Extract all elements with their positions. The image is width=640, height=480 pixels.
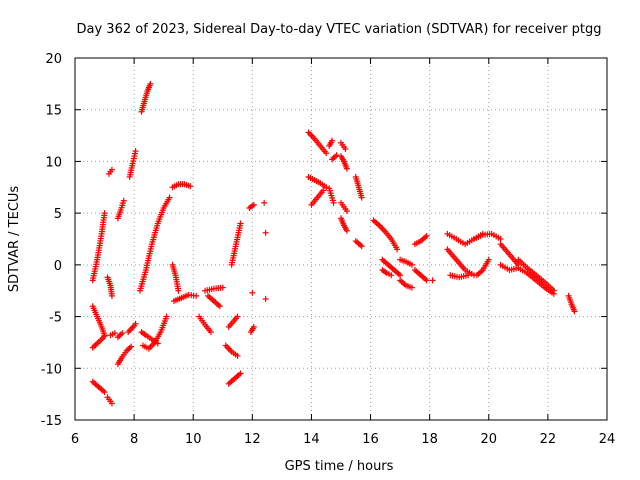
y-axis-label: SDTVAR / TECUs bbox=[7, 186, 22, 293]
data-point bbox=[343, 227, 350, 234]
data-point bbox=[250, 201, 257, 208]
data-point bbox=[250, 323, 257, 330]
data-point bbox=[465, 272, 472, 279]
axis-ticks bbox=[74, 57, 608, 421]
x-tick-label: 12 bbox=[244, 432, 261, 447]
data-point bbox=[261, 199, 268, 206]
data-point bbox=[262, 295, 269, 302]
data-point bbox=[108, 166, 115, 173]
data-point bbox=[193, 292, 200, 299]
data-point bbox=[116, 332, 123, 339]
data-point bbox=[147, 80, 154, 87]
data-point bbox=[111, 330, 118, 337]
data-point bbox=[132, 320, 139, 327]
data-point bbox=[329, 137, 336, 144]
data-point bbox=[423, 277, 430, 284]
y-tick-label: -5 bbox=[49, 311, 62, 326]
data-point bbox=[126, 344, 133, 351]
data-point bbox=[101, 389, 108, 396]
data-point bbox=[117, 331, 124, 338]
data-point bbox=[332, 153, 339, 160]
chart-title: Day 362 of 2023, Sidereal Day-to-day VTE… bbox=[77, 22, 602, 37]
data-point bbox=[429, 277, 436, 284]
x-axis-label: GPS time / hours bbox=[285, 459, 394, 474]
data-point bbox=[497, 236, 504, 242]
data-point bbox=[330, 199, 337, 206]
x-tick-label: 8 bbox=[130, 432, 138, 447]
data-point bbox=[408, 261, 415, 268]
x-tick-label: 20 bbox=[481, 432, 498, 447]
x-tick-label: 6 bbox=[71, 432, 79, 447]
x-tick-labels: 6 8 10 12 14 16 18 20 22 24 bbox=[71, 432, 615, 447]
data-point bbox=[91, 343, 98, 350]
y-tick-label: -10 bbox=[41, 362, 62, 377]
data-point bbox=[237, 370, 244, 377]
y-tick-label: 20 bbox=[45, 52, 62, 67]
data-point bbox=[234, 313, 241, 320]
x-tick-label: 24 bbox=[599, 432, 616, 447]
data-point bbox=[262, 229, 269, 236]
data-point bbox=[423, 232, 430, 239]
data-point bbox=[89, 344, 96, 351]
data-point bbox=[408, 284, 415, 291]
data-point bbox=[125, 346, 132, 353]
data-point bbox=[120, 197, 127, 204]
data-point bbox=[92, 341, 99, 348]
data-point bbox=[114, 334, 121, 341]
data-point bbox=[216, 303, 223, 310]
data-point bbox=[163, 313, 170, 320]
data-point bbox=[329, 156, 336, 163]
data-point bbox=[550, 290, 557, 297]
data-point bbox=[388, 272, 395, 279]
data-point bbox=[323, 184, 330, 191]
y-tick-label: 15 bbox=[45, 104, 62, 119]
y-tick-label: 0 bbox=[54, 259, 62, 274]
data-point bbox=[95, 339, 102, 346]
data-point bbox=[119, 330, 126, 337]
data-point bbox=[101, 210, 108, 217]
data-point bbox=[343, 208, 350, 215]
data-point bbox=[249, 289, 256, 296]
data-point bbox=[333, 152, 340, 159]
data-point bbox=[132, 148, 139, 155]
x-tick-label: 22 bbox=[540, 432, 557, 447]
data-point bbox=[234, 352, 241, 359]
data-points bbox=[89, 80, 578, 407]
data-point bbox=[397, 272, 404, 279]
data-point bbox=[394, 246, 401, 253]
data-point bbox=[358, 243, 365, 250]
data-point bbox=[323, 150, 330, 157]
data-point bbox=[108, 400, 115, 407]
data-point bbox=[358, 194, 365, 201]
data-point bbox=[101, 333, 108, 340]
data-point bbox=[485, 256, 492, 263]
x-tick-label: 14 bbox=[303, 432, 320, 447]
data-point bbox=[342, 146, 349, 153]
data-point bbox=[237, 220, 244, 227]
plot-frame bbox=[74, 57, 608, 421]
y-tick-label: -15 bbox=[41, 414, 62, 429]
y-tick-label: 10 bbox=[45, 155, 62, 170]
data-point bbox=[97, 337, 104, 344]
data-point bbox=[571, 308, 578, 315]
data-point bbox=[175, 287, 182, 294]
data-point bbox=[330, 154, 337, 161]
data-point bbox=[128, 343, 135, 350]
y-tick-label: 5 bbox=[54, 207, 62, 222]
data-point bbox=[94, 340, 101, 347]
x-tick-label: 16 bbox=[362, 432, 379, 447]
data-point bbox=[187, 183, 194, 190]
x-tick-label: 10 bbox=[185, 432, 202, 447]
data-point bbox=[108, 292, 115, 299]
x-tick-label: 18 bbox=[421, 432, 438, 447]
y-tick-labels: -15 -10 -5 0 5 10 15 20 bbox=[41, 52, 62, 429]
data-point bbox=[343, 165, 350, 172]
data-point bbox=[320, 187, 327, 194]
data-point bbox=[166, 194, 173, 201]
data-point bbox=[219, 284, 226, 291]
data-point bbox=[207, 329, 214, 336]
